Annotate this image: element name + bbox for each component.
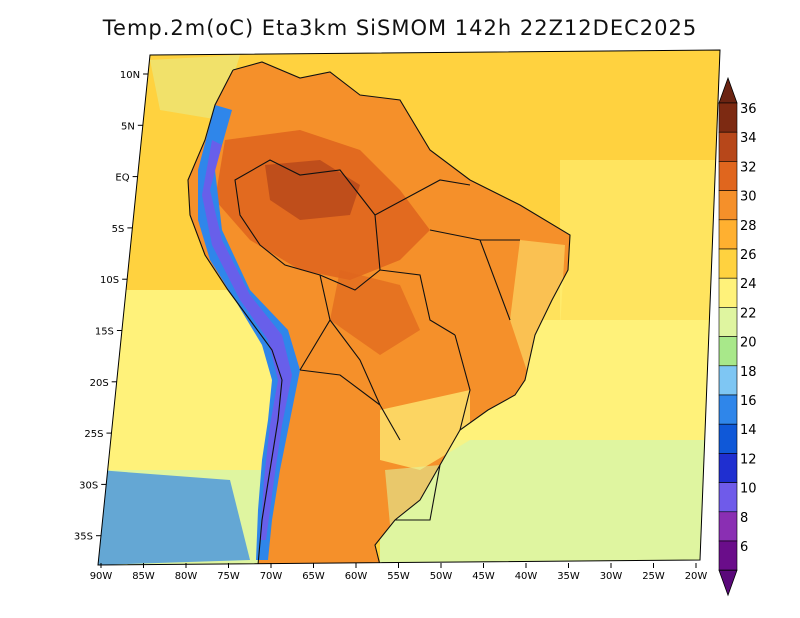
- lat-label: 10S: [100, 275, 119, 286]
- lon-label: 40W: [515, 571, 538, 582]
- colorbar-box: [718, 365, 738, 396]
- southern-highlands: [380, 390, 470, 470]
- map-domain-frame: [97, 49, 721, 566]
- colorbar-box: [718, 540, 738, 571]
- lat-label: 20S: [90, 378, 109, 389]
- colorbar-box: [718, 219, 738, 250]
- lon-label: 80W: [175, 571, 198, 582]
- colorbar-box: [718, 423, 738, 454]
- atlantic-cooler-band: [560, 160, 720, 320]
- colorbar-box: [718, 190, 738, 221]
- lat-label: 35S: [74, 532, 93, 543]
- lon-label: 90W: [90, 571, 113, 582]
- colorbar-label: 12: [740, 452, 757, 467]
- colorbar-label: 18: [740, 365, 757, 380]
- lon-label: 20W: [685, 571, 708, 582]
- colorbar-label: 32: [740, 160, 757, 175]
- colorbar-box: [718, 307, 738, 337]
- lon-label: 25W: [642, 571, 665, 582]
- colorbar-min-triangle: [718, 569, 738, 597]
- colorbar-label: 22: [740, 306, 757, 321]
- colorbar-label: 20: [740, 336, 757, 351]
- colorbar-label: 8: [740, 511, 748, 526]
- lon-label: 30W: [600, 571, 623, 582]
- lon-label: 85W: [132, 571, 155, 582]
- pacific-cold-corner: [98, 470, 250, 565]
- colorbar-label: 30: [740, 190, 757, 205]
- colorbar-max-triangle: [718, 76, 738, 104]
- colorbar-label: 6: [740, 540, 748, 555]
- colorbar-label: 16: [740, 394, 757, 409]
- latitude-axis: 10N 5N EQ 5S 10S 15S 20S 25S 30S 35S: [74, 70, 149, 543]
- andes-coldest-ridge: [202, 140, 292, 540]
- colorbar-box: [718, 248, 738, 279]
- country-borders: [187, 61, 571, 565]
- colorbar-label: 10: [740, 482, 757, 497]
- amazon-max-core: [265, 160, 360, 220]
- longitude-axis: 90W 85W 80W 75W 70W 65W 60W 55W 50W 45W 40W 35W 30W 2…: [90, 563, 708, 582]
- colorbar-label: 34: [740, 131, 757, 146]
- lon-label: 35W: [557, 571, 580, 582]
- colorbar-box: [718, 336, 738, 367]
- colorbar-box: [718, 131, 738, 162]
- colorbar-box: [718, 277, 738, 308]
- lat-label: 5N: [121, 121, 135, 132]
- colorbar-box: [718, 161, 738, 191]
- colorbar-box: [718, 102, 738, 133]
- lon-label: 65W: [302, 571, 325, 582]
- lat-label: EQ: [115, 173, 129, 184]
- colorbar-label: 26: [740, 248, 757, 263]
- lon-label: 45W: [472, 571, 495, 582]
- colorbar-label: 28: [740, 219, 757, 234]
- lon-label: 50W: [430, 571, 453, 582]
- lat-label: 15S: [95, 327, 114, 338]
- colorbar-box: [718, 511, 738, 542]
- colorbar-label: 36: [740, 102, 757, 117]
- lon-label: 55W: [387, 571, 410, 582]
- lat-label: 10N: [120, 70, 140, 81]
- lon-label: 60W: [345, 571, 368, 582]
- lon-label: 70W: [260, 571, 283, 582]
- lon-label: 75W: [217, 571, 240, 582]
- lat-label: 30S: [79, 480, 98, 491]
- colorbar: 6 8 10 12 14 16 18 20 22 24 26 28 30 32 34 36: [718, 76, 757, 597]
- colorbar-label: 14: [740, 423, 757, 438]
- central-brazil-hot: [330, 270, 420, 355]
- colorbar-box: [718, 394, 738, 425]
- colorbar-label: 24: [740, 277, 757, 292]
- uruguay-cool: [385, 465, 440, 525]
- lat-label: 5S: [112, 224, 125, 235]
- colorbar-box: [718, 453, 738, 483]
- colorbar-box: [718, 482, 738, 513]
- lat-label: 25S: [84, 429, 103, 440]
- northeast-coast-mild: [510, 240, 565, 380]
- map-title: Temp.2m(oC) Eta3km SiSMOM 142h 22Z12DEC2…: [102, 16, 698, 40]
